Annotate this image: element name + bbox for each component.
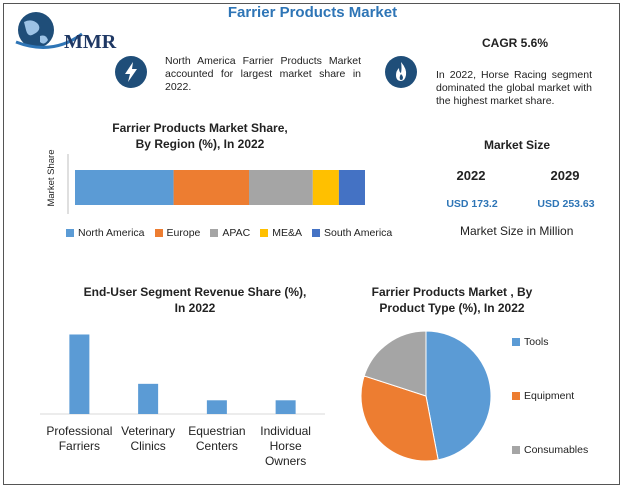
cagr-text: CAGR 5.6% (482, 36, 549, 50)
mmr-logo: MMR (15, 12, 117, 53)
product-pie-legend: Tools Equipment Consumables (512, 336, 612, 460)
left-note: North America Farrier Products Market ac… (165, 55, 361, 93)
product-chart-title-line-2: Product Type (%), In 2022 (379, 301, 525, 315)
region-legend-label: South America (323, 227, 393, 239)
lightning-icon (115, 56, 147, 88)
region-segment-north-america (75, 170, 174, 205)
product-pie-chart (360, 330, 492, 462)
right-note: In 2022, Horse Racing segment dominated … (436, 69, 592, 107)
pie-legend-swatch (512, 446, 520, 454)
region-stacked-bar-chart (67, 154, 365, 214)
region-segment-me-a (312, 170, 339, 205)
region-legend-label: ME&A (272, 227, 302, 239)
pie-legend-item-consumables: Consumables (512, 444, 588, 456)
region-legend-swatch (210, 229, 219, 237)
pie-legend-item-equipment: Equipment (512, 390, 574, 402)
region-legend-item-south-america: South America (311, 227, 393, 239)
pie-slice-tools (425, 330, 492, 461)
market-size-year-2022: 2022 (456, 168, 486, 183)
enduser-bar-chart (40, 334, 325, 415)
market-size-value-2022: USD 173.2 (446, 198, 498, 210)
region-legend-label: APAC (222, 227, 251, 239)
product-chart-title-line-1: Farrier Products Market , By (371, 285, 533, 299)
region-legend-item-europe: Europe (154, 227, 201, 239)
enduser-bar-veterinary-clinics (138, 383, 159, 414)
market-size-value-2029: USD 253.63 (537, 198, 595, 210)
pie-legend-swatch (512, 392, 520, 400)
region-legend-swatch (154, 229, 163, 237)
pie-legend-item-tools: Tools (512, 336, 549, 348)
enduser-chart-title-line-1: End-User Segment Revenue Share (%), (83, 285, 307, 299)
enduser-chart-title-line-2: In 2022 (174, 301, 216, 315)
pie-legend-label: Equipment (524, 390, 575, 402)
region-segment-south-america (338, 170, 365, 205)
enduser-chart-title: End-User Segment Revenue Share (%), In 2… (40, 284, 350, 316)
enduser-category-labels: Professional Farriers Veterinary Clinics Equ… (40, 424, 325, 474)
pie-legend-swatch (512, 338, 520, 346)
market-size-unit: Market Size in Million (460, 224, 574, 238)
pie-legend-label: Tools (524, 336, 549, 348)
pie-slice-consumables (363, 330, 427, 397)
region-legend-item-north-america: North America (66, 227, 145, 239)
region-chart-title-line-1: Farrier Products Market Share, (112, 121, 288, 135)
region-legend-item-apac: APAC (210, 227, 250, 239)
region-legend-label: Europe (166, 227, 201, 239)
region-legend-swatch (66, 229, 74, 237)
enduser-category-label-veterinary-clinics: Veterinary Clinics (121, 424, 176, 453)
product-chart-title: Farrier Products Market , By Product Typ… (352, 284, 552, 316)
enduser-bar-individual-horse-owners (275, 400, 296, 414)
enduser-bar-professional-farriers (69, 334, 90, 414)
infographic-frame (3, 3, 620, 485)
region-legend-label: North America (78, 227, 145, 239)
pie-legend-label: Consumables (524, 444, 589, 456)
logo-text: MMR (64, 31, 117, 53)
enduser-category-label-professional-farriers: Professional Farriers (46, 424, 113, 453)
page-title: Farrier Products Market (227, 4, 398, 21)
region-segment-europe (173, 170, 249, 205)
enduser-category-label-individual-horse-owners: Individual Horse Owners (260, 424, 311, 468)
market-size-title: Market Size (484, 138, 551, 152)
pie-slice-equipment (360, 375, 439, 462)
region-legend-swatch (260, 229, 269, 237)
region-chart-ylabel: Market Share (46, 149, 57, 207)
enduser-bar-equestrian-centers (206, 400, 227, 414)
region-legend-swatch (311, 229, 320, 237)
region-segment-apac (249, 170, 313, 205)
enduser-category-label-equestrian-centers: Equestrian Centers (188, 424, 246, 453)
flame-icon (385, 56, 417, 88)
market-size-year-2029: 2029 (550, 168, 580, 183)
region-legend-item-me-a: ME&A (260, 227, 302, 239)
region-legend: North America Europe APAC ME&A South America (66, 227, 406, 239)
region-chart-title-line-2: By Region (%), In 2022 (135, 137, 265, 151)
region-chart-title: Farrier Products Market Share, By Region… (70, 120, 330, 152)
